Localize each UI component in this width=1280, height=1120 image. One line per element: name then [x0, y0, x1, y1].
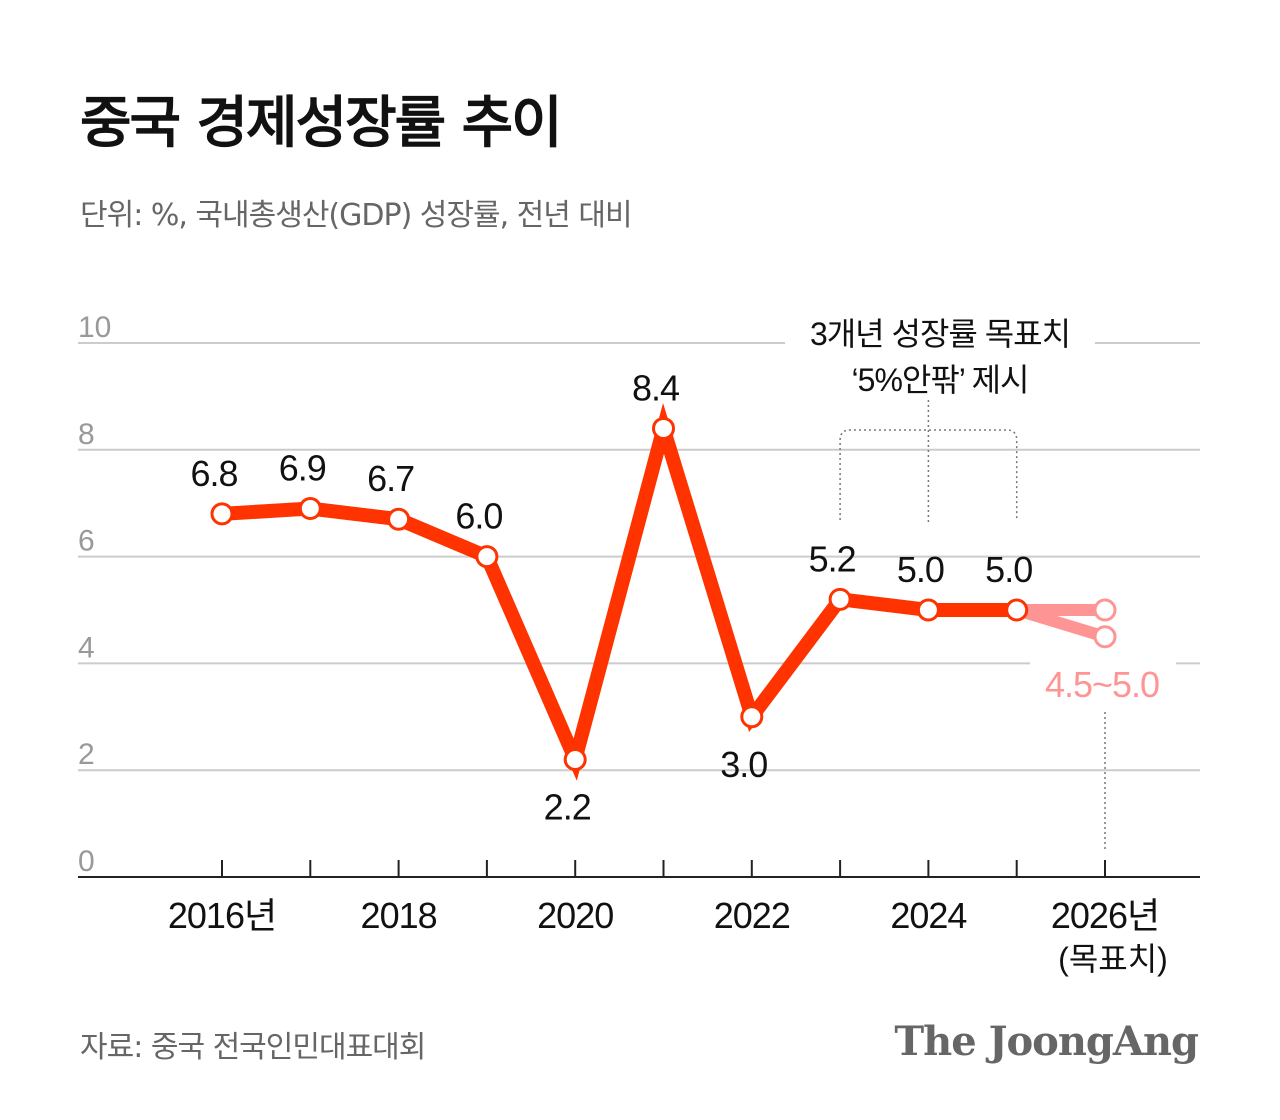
data-point: [740, 705, 764, 729]
data-label: 6.0: [455, 496, 502, 537]
x-tick-label: 2018: [361, 895, 437, 936]
data-label: 3.0: [720, 744, 767, 785]
data-label: 5.0: [897, 549, 944, 590]
publisher-logo: The JoongAng: [894, 1018, 1199, 1065]
line-chart: 0 2 4 6 8 10 2016년 2018 2020 2022 2024 2026년 (목표치) 3개…: [78, 311, 1200, 977]
data-point: [563, 748, 587, 772]
data-point: [387, 507, 411, 531]
data-label: 8.4: [632, 367, 679, 408]
y-tick-label: 8: [78, 418, 95, 451]
data-label: 5.2: [809, 538, 856, 579]
data-point: [652, 416, 675, 440]
y-tick-label: 2: [78, 738, 95, 771]
x-tick-label: 2022: [714, 895, 790, 936]
x-tick-label: 2020: [537, 895, 613, 936]
data-point: [210, 502, 234, 526]
annotation-line-1: 3개년 성장률 목표치: [810, 316, 1070, 352]
data-point: [828, 587, 852, 611]
data-label: 6.8: [190, 453, 237, 494]
x-tick-label: 2026년: [1051, 895, 1159, 936]
chart-subtitle: 단위: %, 국내총생산(GDP) 성장률, 전년 대비: [80, 198, 633, 233]
y-tick-label: 6: [78, 525, 95, 558]
y-tick-label: 10: [78, 311, 111, 344]
y-tick-label: 0: [78, 845, 95, 878]
data-label: 5.0: [985, 549, 1032, 590]
data-label: 6.9: [279, 448, 326, 489]
target-label: 4.5~5.0: [1045, 664, 1159, 705]
annotation-line-2: ‘5%안팎’ 제시: [852, 362, 1029, 398]
data-point: [1005, 598, 1029, 622]
data-point: [916, 598, 940, 622]
data-label: 2.2: [544, 787, 591, 828]
chart-title: 중국 경제성장률 추이: [80, 91, 563, 156]
y-tick-label: 4: [78, 631, 95, 664]
growth-line: [221, 403, 1017, 781]
data-point: [298, 497, 322, 521]
x-tick-label: 2016년: [168, 895, 276, 936]
target-point: [1093, 598, 1117, 622]
annotation-bg: [785, 312, 1095, 398]
source-note: 자료: 중국 전국인민대표대회: [80, 1030, 426, 1065]
x-tick-label: 2024: [890, 895, 966, 936]
target-line-low: [1014, 604, 1107, 643]
target-label-bg: [1030, 660, 1176, 704]
x-tick-sublabel: (목표치): [1058, 941, 1168, 977]
data-point: [475, 545, 499, 569]
target-point: [1093, 625, 1117, 649]
data-label: 6.7: [367, 458, 414, 499]
